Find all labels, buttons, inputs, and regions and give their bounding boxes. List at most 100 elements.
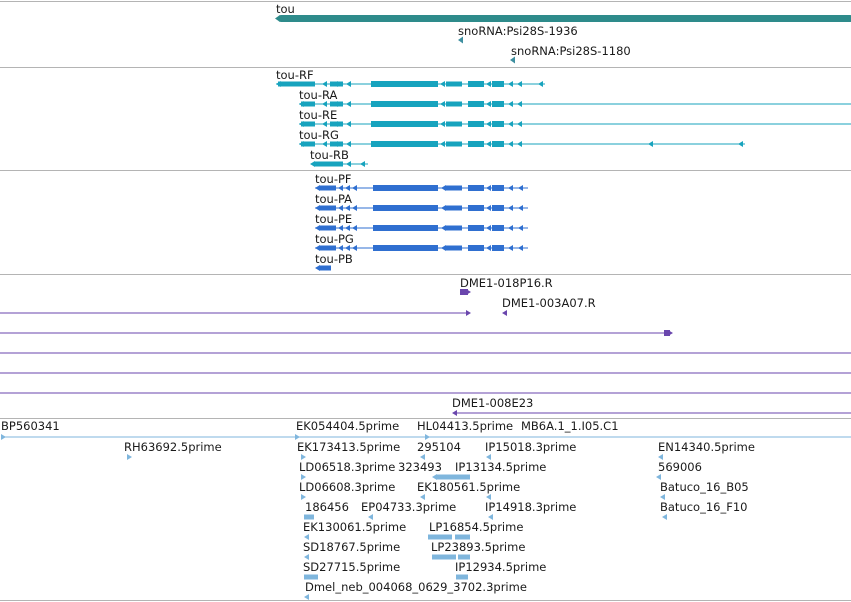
exon-block xyxy=(320,225,336,231)
strand-arrow xyxy=(486,245,491,251)
transcript-label-rf[interactable]: tou-RF xyxy=(276,68,314,82)
est-label[interactable]: IP15018.3prime xyxy=(485,440,577,454)
protein-label-pg[interactable]: tou-PG xyxy=(315,232,354,246)
snorna-label-1180[interactable]: snoRNA:Psi28S-1180 xyxy=(511,44,631,58)
protein-label-pa[interactable]: tou-PA xyxy=(315,192,353,206)
est-arrow xyxy=(301,474,306,480)
est-label[interactable]: EK130061.5prime xyxy=(303,520,407,534)
est-label[interactable]: LD06518.3prime xyxy=(299,460,396,474)
exon-block xyxy=(301,121,315,127)
est-label[interactable]: IP12934.5prime xyxy=(455,560,547,574)
strand-arrow xyxy=(518,225,523,231)
strand-arrow xyxy=(345,225,350,231)
clone-label-018p16[interactable]: DME1-018P16.R xyxy=(460,276,553,290)
snorna-glyph xyxy=(510,56,515,64)
clone-label-003a07[interactable]: DME1-003A07.R xyxy=(502,296,596,310)
exon-block xyxy=(492,101,504,107)
est-label[interactable]: EK180561.5prime xyxy=(417,480,521,494)
strand-arrow xyxy=(346,121,351,127)
est-block xyxy=(456,574,468,580)
exon-block xyxy=(446,141,462,147)
est-label[interactable]: SD18767.5prime xyxy=(303,540,401,554)
transcript-label-rg[interactable]: tou-RG xyxy=(299,128,339,142)
gene-label-tou[interactable]: tou xyxy=(276,2,295,16)
strand-arrow xyxy=(440,141,445,147)
exon-block xyxy=(468,225,484,231)
est-label[interactable]: 186456 xyxy=(305,500,349,514)
est-label[interactable]: MB6A.1_1.I05.C1 xyxy=(521,419,619,433)
gene-bar xyxy=(278,15,851,22)
exon-block xyxy=(468,101,484,107)
exon-block xyxy=(468,245,484,251)
exon-block xyxy=(320,245,336,251)
transcript-label-rb[interactable]: tou-RB xyxy=(310,148,349,162)
est-label[interactable]: IP13134.5prime xyxy=(455,460,547,474)
est-label[interactable]: Batuco_16_F10 xyxy=(660,500,748,514)
exon-block xyxy=(492,81,504,87)
clone-label-008e23[interactable]: DME1-008E23 xyxy=(452,396,534,410)
est-label[interactable]: EK054404.5prime xyxy=(296,419,400,433)
exon-block xyxy=(371,101,438,107)
est-label[interactable]: EN14340.5prime xyxy=(658,440,755,454)
track-divider xyxy=(0,418,851,419)
snorna-label-1936[interactable]: snoRNA:Psi28S-1936 xyxy=(458,24,578,38)
strand-arrow xyxy=(508,81,513,87)
exon-block xyxy=(492,225,504,231)
est-label[interactable]: LP16854.5prime xyxy=(429,520,524,534)
strand-arrow xyxy=(517,121,522,127)
est-label[interactable]: Batuco_16_B05 xyxy=(660,480,749,494)
exon-block xyxy=(468,81,484,87)
est-label[interactable]: 569006 xyxy=(658,460,702,474)
clone-block xyxy=(664,330,670,336)
exon-block xyxy=(446,205,462,211)
est-label[interactable]: 323493 xyxy=(398,460,442,474)
strand-arrow xyxy=(441,185,446,191)
est-label[interactable]: HL04413.5prime xyxy=(417,419,514,433)
snorna-glyph xyxy=(458,36,463,44)
strand-arrow xyxy=(538,81,543,87)
est-arrow xyxy=(301,494,306,500)
strand-arrow xyxy=(352,205,357,211)
est-arrow xyxy=(420,494,425,500)
est-label[interactable]: SD27715.5prime xyxy=(303,560,401,574)
clone-arrow xyxy=(502,310,507,316)
est-label[interactable]: IP14918.3prime xyxy=(485,500,577,514)
strand-arrow xyxy=(518,205,523,211)
strand-arrow xyxy=(486,141,491,147)
transcript-label-re[interactable]: tou-RE xyxy=(299,108,338,122)
strand-arrow xyxy=(508,225,513,231)
est-label[interactable]: RH63692.5prime xyxy=(124,440,222,454)
exon-block xyxy=(492,121,504,127)
strand-arrow xyxy=(346,141,351,147)
protein-label-pb[interactable]: tou-PB xyxy=(315,252,353,266)
strand-arrow xyxy=(508,205,513,211)
est-label[interactable]: Dmel_neb_004068_0629_3702.3prime xyxy=(305,580,527,594)
est-label[interactable]: EP04733.3prime xyxy=(361,500,457,514)
strand-arrow xyxy=(486,101,491,107)
protein-label-pe[interactable]: tou-PE xyxy=(315,212,353,226)
est-label[interactable]: 295104 xyxy=(417,440,461,454)
transcript-label-ra[interactable]: tou-RA xyxy=(299,88,338,102)
est-label[interactable]: LD06608.3prime xyxy=(299,480,396,494)
est-label[interactable]: LP23893.5prime xyxy=(431,540,526,554)
track-divider xyxy=(0,600,851,601)
est-arrow xyxy=(660,494,665,500)
exon-block xyxy=(468,121,484,127)
track-divider xyxy=(0,274,851,275)
strand-arrow xyxy=(508,185,513,191)
est-label[interactable]: EK173413.5prime xyxy=(297,440,401,454)
est-block xyxy=(304,514,314,520)
exon-block xyxy=(320,185,336,191)
exon-block xyxy=(314,161,343,167)
est-arrow xyxy=(658,454,663,460)
strand-arrow xyxy=(517,141,522,147)
exon-block xyxy=(371,141,438,147)
est-label[interactable]: BP560341 xyxy=(1,419,60,433)
strand-arrow xyxy=(508,101,513,107)
est-arrow xyxy=(304,534,309,540)
exon-block xyxy=(371,121,438,127)
clone-arrow xyxy=(452,410,457,416)
protein-label-pf[interactable]: tou-PF xyxy=(315,172,352,186)
clone-block xyxy=(460,289,468,295)
est-arrow xyxy=(368,514,373,520)
